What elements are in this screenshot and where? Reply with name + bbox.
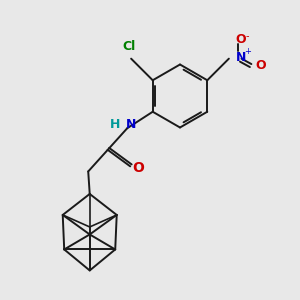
- Text: O: O: [132, 161, 144, 175]
- Text: N: N: [236, 51, 246, 64]
- Text: N: N: [126, 118, 136, 131]
- Text: Cl: Cl: [122, 40, 135, 53]
- Text: O: O: [255, 59, 266, 72]
- Text: H: H: [110, 118, 121, 131]
- Text: +: +: [244, 47, 251, 56]
- Text: O: O: [236, 33, 246, 46]
- Text: -: -: [246, 31, 250, 41]
